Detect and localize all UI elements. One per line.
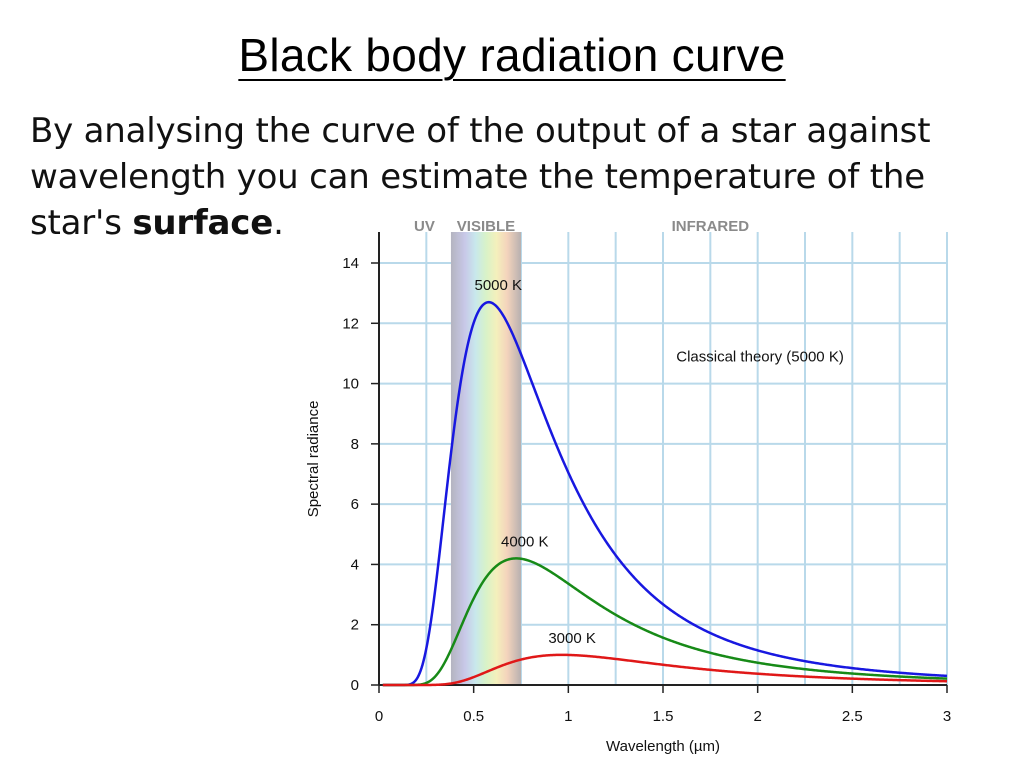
series-label-4000k: 4000 K	[501, 533, 549, 550]
y-tick-label: 14	[342, 255, 359, 272]
series-label-classical: Classical theory (5000 K)	[676, 348, 844, 365]
y-tick-label: 2	[351, 617, 359, 634]
x-tick-label: 1	[564, 708, 572, 725]
series-label-5000k: 5000 K	[475, 277, 523, 294]
y-axis-title: Spectral radiance	[305, 401, 322, 518]
visible-spectrum-band	[450, 232, 521, 685]
body-line-3-end: .	[273, 203, 284, 243]
y-tick-label: 8	[351, 436, 359, 453]
y-tick-label: 0	[351, 677, 359, 694]
y-tick-label: 10	[342, 376, 359, 393]
chart-axes: 0 0.5 1 1.5 2 2.5 3 0 2 4 6 8 10 12 14	[342, 232, 951, 725]
x-tick-label: 0.5	[463, 708, 484, 725]
slide-body-text: By analysing the curve of the output of …	[30, 108, 990, 246]
series-line-3000k	[382, 653, 948, 687]
x-tick-label: 3	[943, 708, 951, 725]
uv-band-label: UV	[414, 218, 435, 235]
x-tick-label: 2	[753, 708, 761, 725]
x-axis-title: Wavelength (µm)	[606, 738, 720, 755]
visible-band-label: VISIBLE	[457, 218, 515, 235]
series-line-4000k	[382, 557, 948, 687]
body-line-3-start: star's	[30, 203, 133, 243]
x-tick-label: 0	[375, 708, 383, 725]
chart-labels: 5000 K 4000 K 3000 K Classical theory (5000…	[475, 277, 844, 647]
slide-title: Black body radiation curve	[238, 29, 786, 81]
body-emphasis-surface: surface	[132, 203, 274, 243]
body-line-1: By analysing the curve of the output of …	[30, 111, 931, 151]
body-line-2: wavelength you can estimate the temperat…	[30, 157, 925, 197]
y-tick-label: 4	[351, 556, 359, 573]
series-label-3000k: 3000 K	[548, 630, 596, 647]
infrared-band-label: INFRARED	[672, 218, 750, 235]
chart-curves	[382, 300, 948, 687]
y-tick-label: 6	[351, 496, 359, 513]
x-tick-label: 2.5	[842, 708, 863, 725]
x-tick-label: 1.5	[653, 708, 674, 725]
series-line-5000k	[382, 300, 948, 687]
body-line-3: star's surface.	[30, 200, 990, 246]
y-tick-label: 12	[342, 315, 359, 332]
